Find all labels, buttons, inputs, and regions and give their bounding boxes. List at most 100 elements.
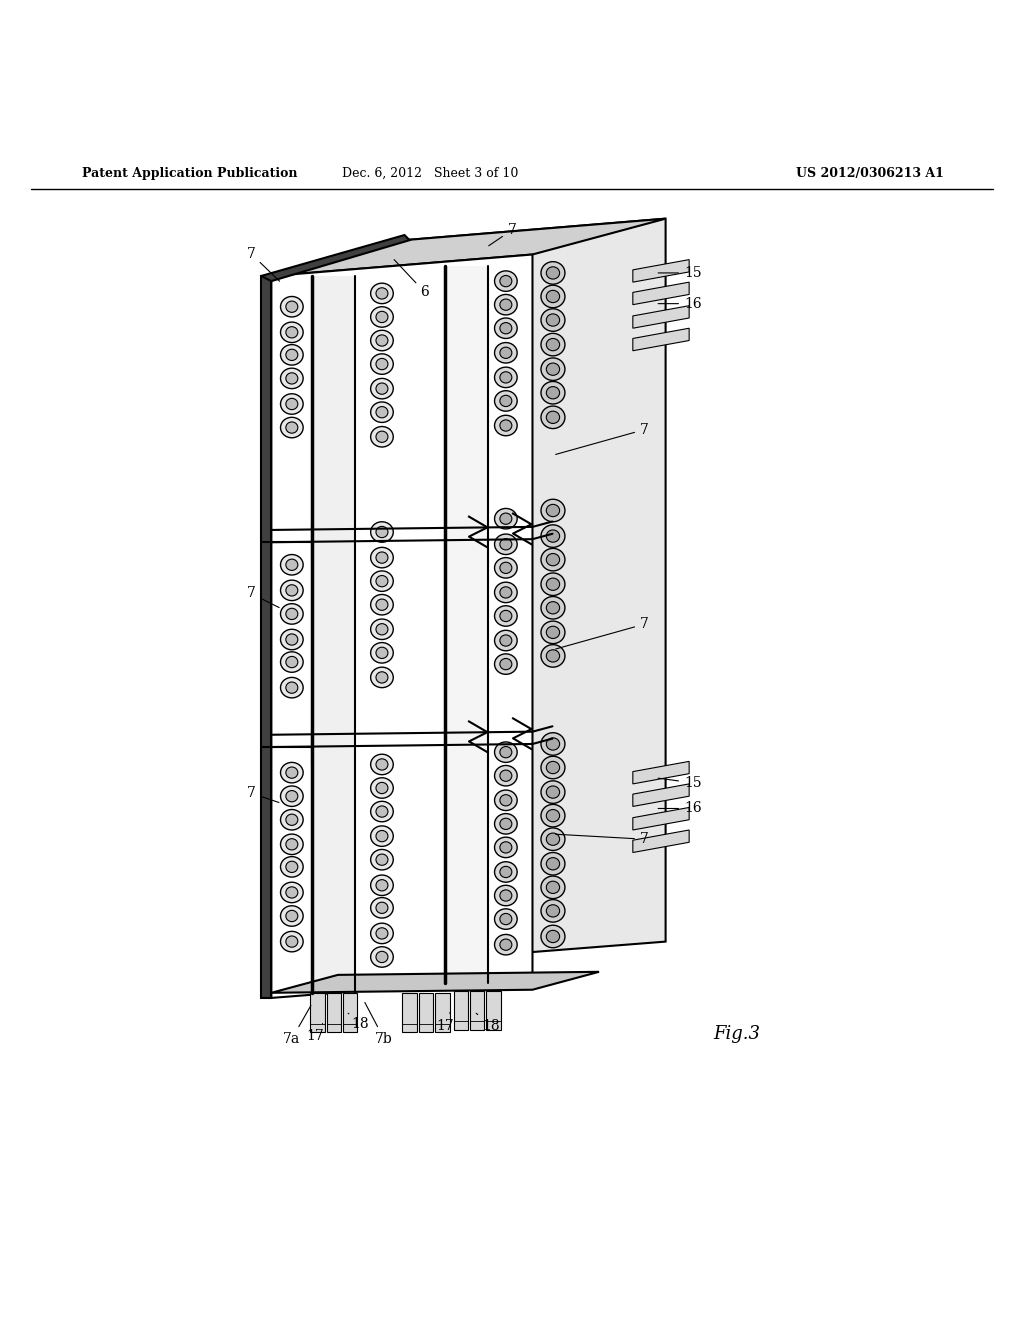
Text: US 2012/0306213 A1: US 2012/0306213 A1 [797, 168, 944, 180]
Text: 18: 18 [476, 1014, 501, 1032]
Ellipse shape [541, 644, 565, 667]
Ellipse shape [547, 762, 559, 774]
Ellipse shape [547, 553, 559, 566]
Ellipse shape [500, 539, 512, 550]
Ellipse shape [286, 350, 298, 360]
Ellipse shape [286, 301, 298, 313]
Ellipse shape [547, 338, 559, 351]
Polygon shape [633, 282, 689, 305]
Text: 15: 15 [658, 265, 701, 280]
Ellipse shape [500, 635, 512, 647]
Ellipse shape [500, 659, 512, 669]
Ellipse shape [495, 508, 517, 529]
Ellipse shape [281, 630, 303, 649]
Ellipse shape [286, 560, 298, 570]
Ellipse shape [371, 667, 393, 688]
Ellipse shape [286, 791, 298, 801]
Ellipse shape [495, 606, 517, 626]
Ellipse shape [547, 504, 559, 516]
Text: 7: 7 [556, 618, 649, 649]
Ellipse shape [371, 643, 393, 663]
Ellipse shape [281, 834, 303, 854]
Ellipse shape [371, 850, 393, 870]
Ellipse shape [541, 597, 565, 619]
Ellipse shape [495, 391, 517, 411]
Ellipse shape [371, 354, 393, 375]
Ellipse shape [371, 801, 393, 822]
Ellipse shape [500, 587, 512, 598]
Ellipse shape [547, 529, 559, 543]
Ellipse shape [376, 928, 388, 939]
Ellipse shape [281, 932, 303, 952]
Ellipse shape [495, 631, 517, 651]
Ellipse shape [500, 300, 512, 310]
Polygon shape [271, 972, 599, 993]
Ellipse shape [371, 521, 393, 543]
Ellipse shape [376, 552, 388, 564]
Ellipse shape [547, 602, 559, 614]
Polygon shape [402, 993, 417, 1032]
Text: Dec. 6, 2012   Sheet 3 of 10: Dec. 6, 2012 Sheet 3 of 10 [342, 168, 518, 180]
Ellipse shape [500, 562, 512, 573]
Ellipse shape [281, 652, 303, 672]
Ellipse shape [541, 828, 565, 850]
Polygon shape [261, 235, 410, 281]
Polygon shape [633, 808, 689, 830]
Ellipse shape [541, 804, 565, 826]
Ellipse shape [495, 416, 517, 436]
Ellipse shape [281, 809, 303, 830]
Polygon shape [633, 762, 689, 784]
Ellipse shape [286, 814, 298, 825]
Polygon shape [486, 991, 501, 1030]
Ellipse shape [376, 383, 388, 395]
Ellipse shape [541, 309, 565, 331]
Text: 17: 17 [436, 1012, 455, 1032]
Ellipse shape [286, 609, 298, 619]
Ellipse shape [495, 582, 517, 603]
Ellipse shape [376, 432, 388, 442]
Ellipse shape [495, 935, 517, 954]
Ellipse shape [286, 887, 298, 898]
Ellipse shape [371, 548, 393, 568]
Ellipse shape [541, 925, 565, 948]
Ellipse shape [376, 407, 388, 418]
Ellipse shape [547, 649, 559, 663]
Text: 16: 16 [658, 801, 701, 816]
Text: 7: 7 [247, 787, 279, 803]
Ellipse shape [281, 603, 303, 624]
Polygon shape [271, 219, 666, 276]
Ellipse shape [500, 770, 512, 781]
Ellipse shape [281, 393, 303, 414]
Ellipse shape [371, 777, 393, 799]
Polygon shape [633, 260, 689, 282]
Ellipse shape [371, 898, 393, 917]
Ellipse shape [500, 276, 512, 286]
Ellipse shape [547, 314, 559, 326]
Ellipse shape [541, 261, 565, 284]
Polygon shape [419, 993, 433, 1032]
Ellipse shape [541, 900, 565, 923]
Ellipse shape [541, 781, 565, 804]
Text: 6: 6 [394, 260, 429, 300]
Ellipse shape [286, 911, 298, 921]
Polygon shape [633, 830, 689, 853]
Ellipse shape [286, 936, 298, 948]
Ellipse shape [500, 866, 512, 878]
Ellipse shape [371, 379, 393, 399]
Ellipse shape [281, 368, 303, 388]
Ellipse shape [376, 807, 388, 817]
Ellipse shape [495, 271, 517, 292]
Ellipse shape [541, 876, 565, 899]
Ellipse shape [495, 766, 517, 785]
Ellipse shape [500, 395, 512, 407]
Polygon shape [327, 993, 341, 1032]
Text: 7: 7 [488, 223, 516, 246]
Polygon shape [454, 991, 468, 1030]
Ellipse shape [541, 407, 565, 429]
Ellipse shape [281, 857, 303, 876]
Text: Fig.3: Fig.3 [714, 1024, 761, 1043]
Ellipse shape [495, 837, 517, 858]
Ellipse shape [286, 838, 298, 850]
Ellipse shape [376, 759, 388, 770]
Ellipse shape [376, 902, 388, 913]
